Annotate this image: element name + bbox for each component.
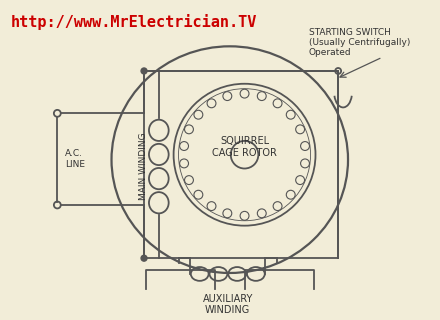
Circle shape	[141, 255, 147, 261]
Text: http://www.MrElectrician.TV: http://www.MrElectrician.TV	[11, 14, 257, 30]
Text: MAIN WINDING: MAIN WINDING	[139, 133, 147, 200]
Text: STARTING SWITCH
(Usually Centrifugally)
Operated: STARTING SWITCH (Usually Centrifugally) …	[308, 28, 410, 57]
Text: SQUIRREL
CAGE ROTOR: SQUIRREL CAGE ROTOR	[212, 136, 277, 158]
Circle shape	[141, 68, 147, 74]
Text: A.C.
LINE: A.C. LINE	[65, 149, 85, 169]
Text: AUXILIARY
WINDING: AUXILIARY WINDING	[202, 294, 253, 315]
